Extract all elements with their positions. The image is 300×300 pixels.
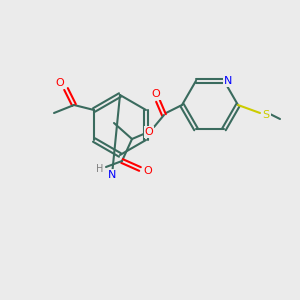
Text: O: O: [56, 78, 64, 88]
Text: O: O: [145, 127, 153, 137]
Text: N: N: [224, 76, 232, 86]
Text: O: O: [144, 166, 152, 176]
Text: N: N: [108, 170, 116, 180]
Text: O: O: [152, 89, 160, 99]
Text: S: S: [262, 110, 270, 120]
Text: H: H: [96, 164, 104, 174]
